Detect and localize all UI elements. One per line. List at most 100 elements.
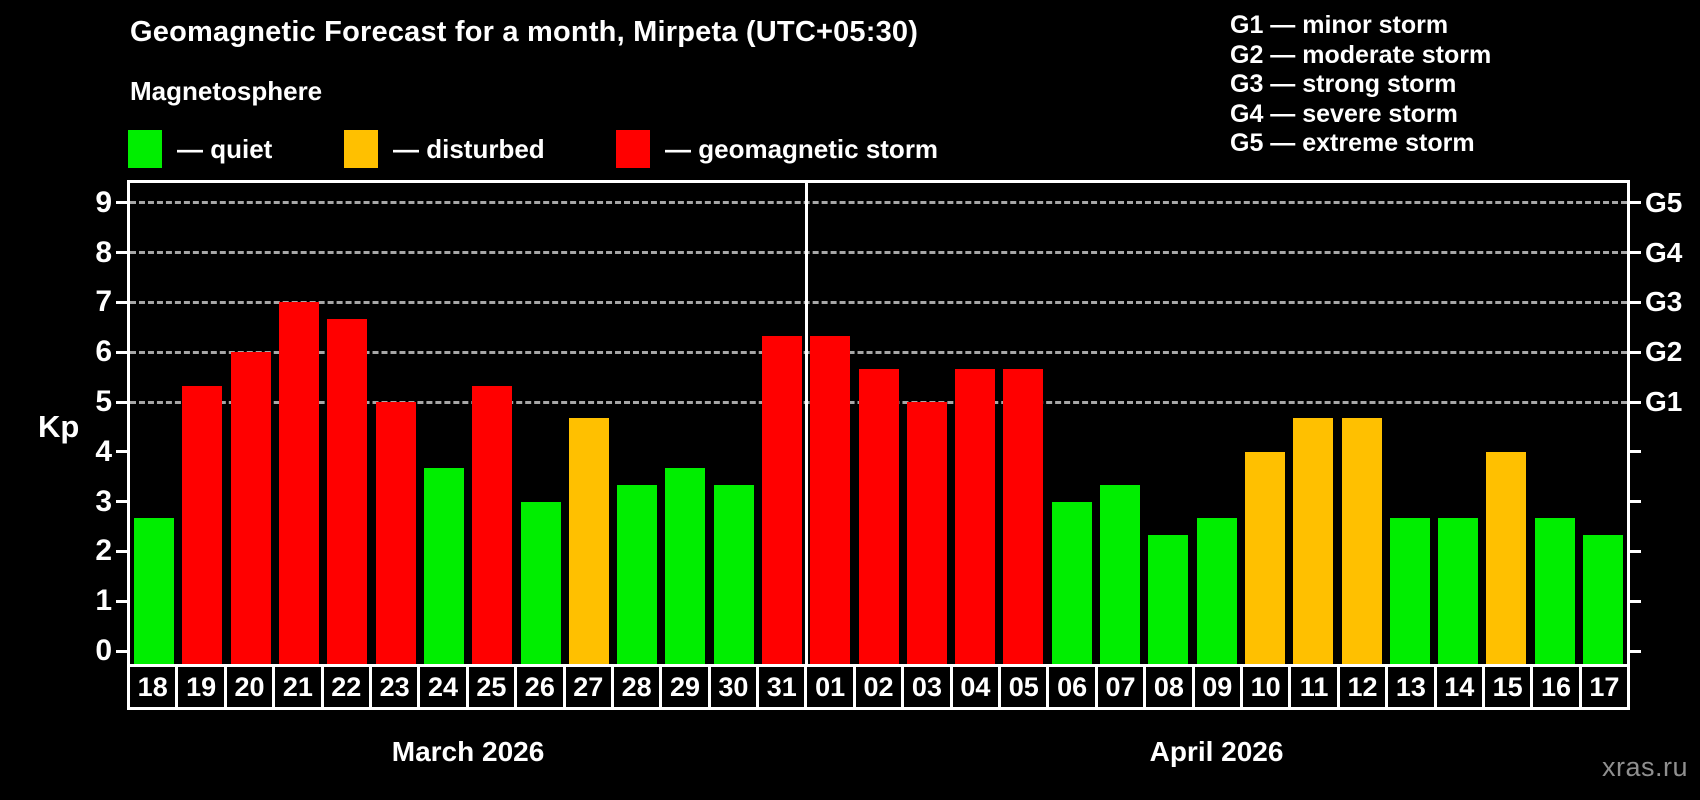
right-y-tick	[1627, 400, 1641, 404]
y-tick	[116, 400, 130, 404]
kp-bar-day-16	[1534, 518, 1575, 667]
day-label-cell: 07	[1098, 667, 1147, 707]
day-label-cell: 18	[130, 667, 179, 707]
day-label-cell: 16	[1533, 667, 1582, 707]
y-tick	[116, 350, 130, 354]
y-tick-label: 5	[95, 385, 112, 418]
y-tick	[116, 201, 130, 205]
day-label-cell: 15	[1485, 667, 1534, 707]
y-tick-label: 0	[95, 634, 112, 667]
day-column	[371, 183, 419, 667]
kp-bar-day-08	[1148, 534, 1189, 667]
day-column	[1289, 183, 1337, 667]
kp-bar-day-24	[423, 468, 464, 667]
y-tick	[116, 599, 130, 603]
day-column	[323, 183, 371, 667]
bars-layer	[130, 183, 1627, 667]
kp-bar-day-30	[713, 485, 754, 667]
y-tick-label: 2	[95, 534, 112, 568]
kp-gridline	[130, 201, 1627, 205]
day-column	[420, 183, 468, 667]
day-column	[178, 183, 226, 667]
storm-color-swatch	[616, 130, 650, 168]
right-y-tick	[1627, 549, 1641, 553]
day-column	[130, 183, 178, 667]
y-tick-label: 6	[95, 335, 112, 369]
day-column	[758, 183, 806, 667]
g-level-label-g2: G2	[1645, 336, 1683, 368]
kp-bar-day-09	[1196, 518, 1237, 667]
y-tick-label: 4	[95, 434, 112, 468]
chart-title: Geomagnetic Forecast for a month, Mirpet…	[130, 16, 919, 48]
legend-item-disturbed: — disturbed	[344, 130, 545, 168]
day-column	[1579, 183, 1627, 667]
chart-subtitle: Magnetosphere	[130, 76, 323, 106]
kp-bar-day-26	[520, 501, 561, 667]
kp-bar-day-07	[1100, 485, 1141, 667]
kp-bar-day-25	[472, 385, 513, 667]
day-column	[854, 183, 902, 667]
day-label-cell: 25	[469, 667, 518, 707]
kp-bar-day-15	[1486, 451, 1527, 667]
day-column	[565, 183, 613, 667]
day-label-cell: 29	[662, 667, 711, 707]
kp-bar-day-06	[1051, 501, 1092, 667]
g-scale-line: G3 — strong storm	[1230, 70, 1457, 99]
day-label-cell: 24	[420, 667, 469, 707]
y-tick-label: 3	[95, 484, 112, 518]
day-label-cell: 19	[178, 667, 227, 707]
day-label-cell: 05	[1001, 667, 1050, 707]
disturbed-color-swatch	[344, 130, 378, 168]
g-scale-line: G1 — minor storm	[1230, 11, 1449, 39]
day-axis-row: 18 19 20 21 22 23 24 25 26 27 28 29 30 31 01 02 03 04 05 06…	[127, 664, 1630, 710]
day-column	[1241, 183, 1289, 667]
day-column	[516, 183, 564, 667]
kp-bar-day-11	[1293, 418, 1334, 667]
day-label-cell: 17	[1589, 671, 1620, 702]
day-column	[903, 183, 951, 667]
y-tick	[116, 251, 130, 255]
kp-bar-day-29	[665, 468, 706, 667]
day-label-cell: 10	[1243, 667, 1292, 707]
g-level-label-g5: G5	[1645, 186, 1683, 218]
kp-bar-day-17	[1583, 534, 1624, 667]
day-column	[951, 183, 999, 667]
right-y-tick	[1627, 201, 1641, 205]
y-tick-label: 9	[95, 185, 112, 219]
kp-bar-day-27	[568, 418, 609, 667]
day-label-cell: 26	[517, 667, 566, 707]
day-label-cell: 13	[1388, 667, 1437, 707]
day-column	[227, 183, 275, 667]
y-tick-label: 7	[95, 285, 112, 319]
day-column	[661, 183, 709, 667]
day-label-cell: 20	[227, 667, 276, 707]
kp-bar-day-20	[230, 352, 271, 667]
day-label-cell: 14	[1437, 667, 1485, 707]
kp-gridline	[130, 350, 1627, 354]
kp-bar-day-28	[617, 485, 658, 667]
right-y-tick	[1627, 450, 1641, 454]
kp-bar-day-21	[279, 302, 320, 667]
day-label-cell: 21	[275, 667, 324, 707]
right-y-tick	[1627, 300, 1641, 304]
day-column	[1482, 183, 1530, 667]
day-label-cell: 08	[1146, 667, 1195, 707]
right-y-tick	[1627, 649, 1641, 653]
day-label-cell: 02	[856, 667, 905, 707]
g-level-label-g4: G4	[1645, 236, 1683, 268]
day-label-cell: 01	[807, 667, 856, 707]
right-y-tick	[1627, 251, 1641, 255]
month-divider-line	[804, 183, 808, 667]
day-column	[710, 183, 758, 667]
day-column	[1096, 183, 1144, 667]
day-label-cell: 09	[1195, 667, 1243, 707]
y-tick	[116, 549, 130, 553]
g-scale-line: G5 — extreme storm	[1230, 129, 1475, 158]
day-label-cell: 11	[1291, 667, 1340, 707]
day-column	[1434, 183, 1482, 667]
y-tick	[116, 649, 130, 653]
kp-bar-day-03	[906, 402, 947, 667]
kp-gridline	[130, 251, 1627, 255]
right-y-tick	[1627, 599, 1641, 603]
day-column	[1531, 183, 1579, 667]
